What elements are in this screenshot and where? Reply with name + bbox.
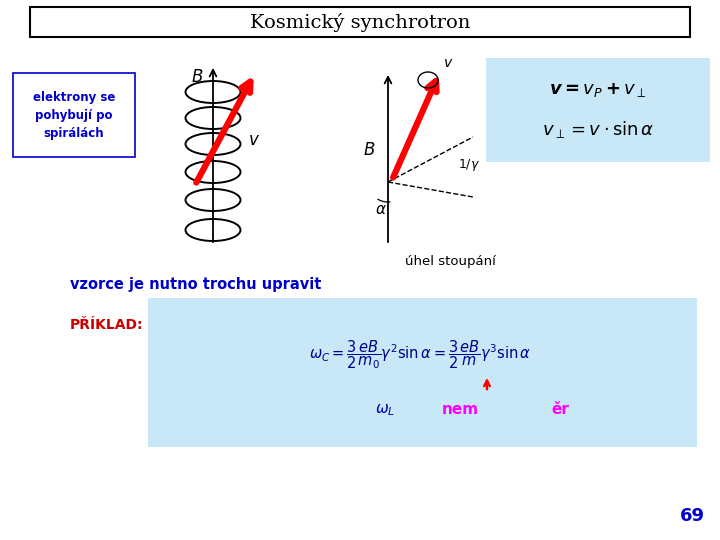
Text: $\omega_C = \dfrac{3}{2}\dfrac{eB}{m_0}\gamma^2\sin\alpha = \dfrac{3}{2}\dfrac{e: $\omega_C = \dfrac{3}{2}\dfrac{eB}{m_0}\… xyxy=(309,339,531,372)
Text: Kosmický synchrotron: Kosmický synchrotron xyxy=(250,12,470,31)
Text: $B$: $B$ xyxy=(191,68,203,86)
Text: nem: nem xyxy=(441,402,479,417)
Text: ěr: ěr xyxy=(551,402,569,417)
FancyBboxPatch shape xyxy=(13,73,135,157)
Text: $v$: $v$ xyxy=(443,56,454,70)
Text: vzorce je nutno trochu upravit: vzorce je nutno trochu upravit xyxy=(70,278,321,293)
FancyBboxPatch shape xyxy=(30,7,690,37)
FancyBboxPatch shape xyxy=(148,298,697,447)
Text: úhel stoupání: úhel stoupání xyxy=(405,255,495,268)
Text: 69: 69 xyxy=(680,507,705,525)
FancyBboxPatch shape xyxy=(486,58,710,162)
Text: $1/\gamma$: $1/\gamma$ xyxy=(458,157,480,173)
Text: $\boldsymbol{v = v_P + v_\perp}$: $\boldsymbol{v = v_P + v_\perp}$ xyxy=(549,81,647,99)
Text: $v$: $v$ xyxy=(248,131,260,149)
Text: $\alpha$: $\alpha$ xyxy=(375,202,387,217)
Text: elektrony se
pohybují po
spirálách: elektrony se pohybují po spirálách xyxy=(33,91,115,139)
Text: $\omega_L$: $\omega_L$ xyxy=(375,402,395,418)
Text: $B$: $B$ xyxy=(363,141,375,159)
Text: $v_\perp = v \cdot \sin\alpha$: $v_\perp = v \cdot \sin\alpha$ xyxy=(541,119,654,140)
Text: PŘÍKLAD:: PŘÍKLAD: xyxy=(70,318,143,332)
